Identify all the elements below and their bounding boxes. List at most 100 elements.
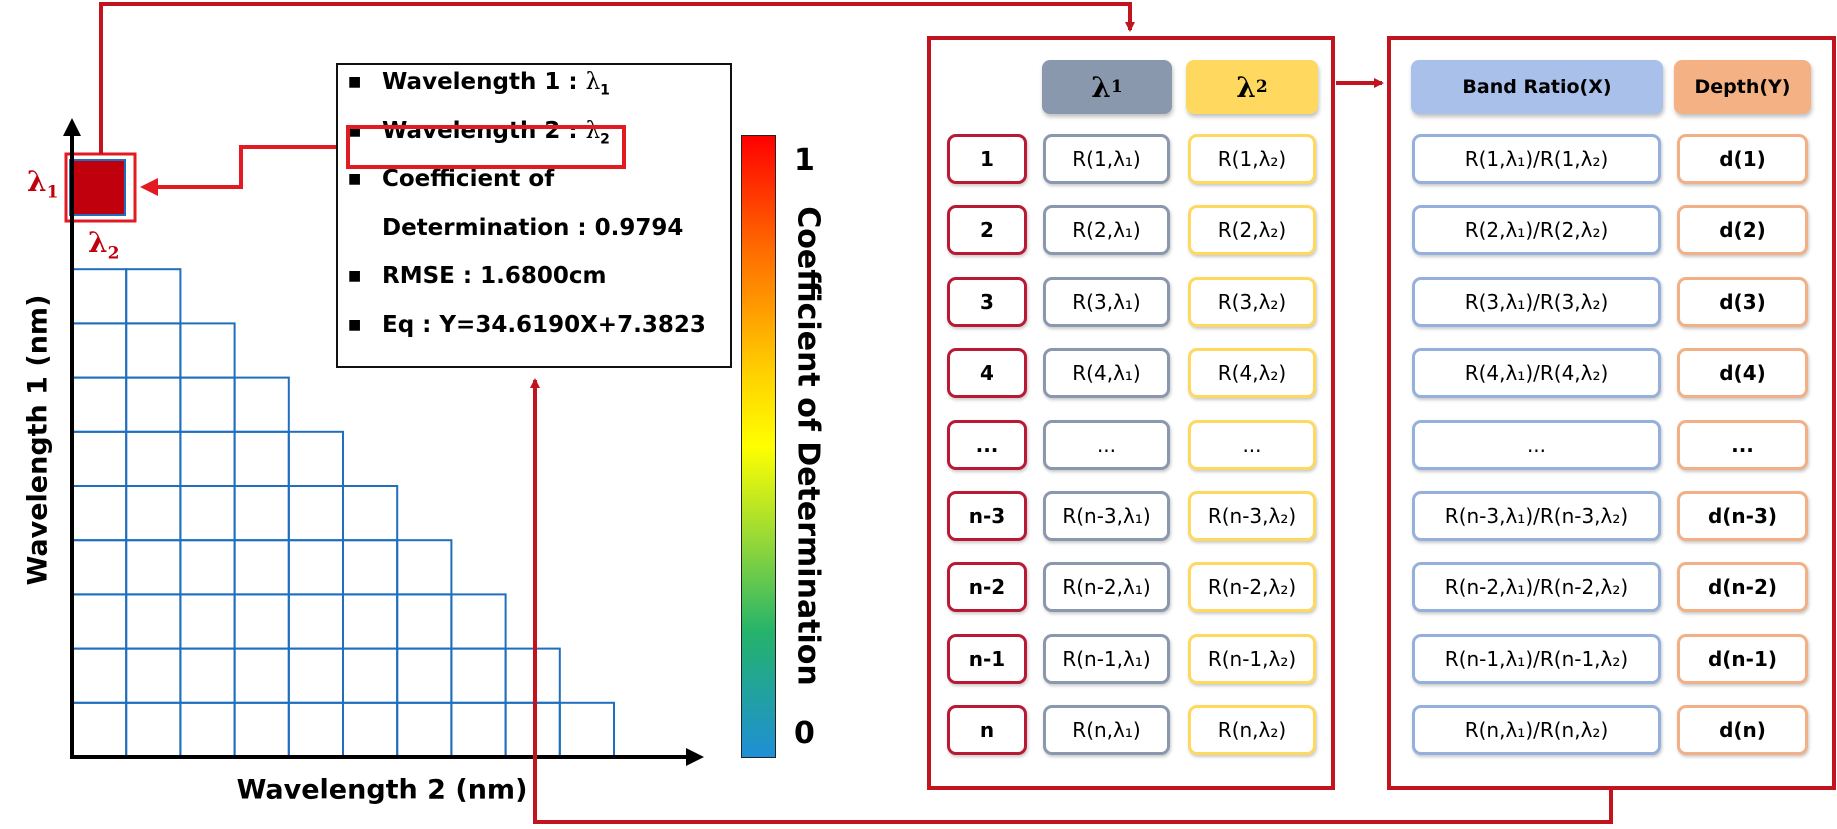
header-lambda2-symbol: λ: [1236, 70, 1256, 104]
reflectance-lambda2-cell: R(n-3,λ₂): [1188, 491, 1316, 541]
bullet-icon: ■: [348, 317, 362, 333]
info-line-text: Determination : 0.9794: [382, 215, 684, 241]
depth-cell: d(1): [1677, 134, 1808, 184]
depth-cell: d(n-1): [1677, 633, 1808, 684]
grid-cell: [125, 701, 182, 758]
grid-cell: [71, 485, 128, 542]
grid-cell: [179, 322, 236, 379]
grid-cell: [179, 376, 236, 433]
header-lambda1-symbol: λ: [1091, 70, 1111, 104]
info-line: ■ Wavelength 1 : λ1: [348, 69, 610, 99]
grid-cell: [125, 430, 182, 487]
grid-cell: [71, 376, 128, 433]
grid-cell: [450, 701, 507, 758]
grid-cell: [125, 647, 182, 704]
row-index-cell: n: [947, 705, 1027, 756]
row-index-cell: 1: [947, 134, 1027, 184]
grid-cell: [450, 593, 507, 650]
info-line: ■ Eq : Y=34.6190X+7.3823: [348, 312, 706, 338]
info-line-lambda: λ: [585, 118, 601, 144]
info-line-lambda-sub: 2: [600, 131, 610, 148]
reflectance-table-panel: [927, 36, 1335, 790]
reflectance-lambda2-cell: R(n-1,λ₂): [1188, 633, 1316, 684]
lambda1-marker-symbol: λ: [27, 165, 47, 198]
info-line-text: Wavelength 2 :: [382, 118, 586, 144]
wavelength2-highlight: [346, 125, 626, 169]
row-index-cell: n-1: [947, 633, 1027, 684]
reflectance-lambda2-cell: R(4,λ₂): [1188, 348, 1316, 399]
grid-cell: [287, 485, 344, 542]
grid-cell: [233, 647, 290, 704]
colorbar-min-label: 0: [794, 716, 815, 751]
grid-cell: [71, 593, 128, 650]
grid-cell: [287, 593, 344, 650]
lambda1-marker: λ1: [27, 165, 58, 203]
band-ratio-cell: R(4,λ₁)/R(4,λ₂): [1412, 348, 1661, 399]
reflectance-lambda1-cell: R(2,λ₁): [1043, 205, 1170, 256]
grid-cell: [71, 539, 128, 596]
row-index-cell: 4: [947, 348, 1027, 399]
grid-cell: [342, 593, 399, 650]
header-lambda1-sub: 1: [1110, 77, 1123, 97]
band-ratio-cell: R(2,λ₁)/R(2,λ₂): [1412, 205, 1661, 256]
reflectance-lambda1-cell: R(4,λ₁): [1043, 348, 1170, 399]
connector-top: [99, 2, 1135, 154]
info-line-lambda: λ: [585, 69, 601, 95]
header-depth: Depth(Y): [1674, 60, 1811, 114]
reflectance-lambda1-cell: ...: [1043, 419, 1170, 470]
colorbar: [741, 135, 776, 758]
grid-cell: [125, 539, 182, 596]
bullet-icon: ■: [348, 74, 362, 90]
reflectance-lambda1-cell: R(1,λ₁): [1043, 134, 1170, 184]
depth-cell: d(n-3): [1677, 491, 1808, 541]
grid-cell: [233, 485, 290, 542]
info-line-lambda-sub: 1: [600, 82, 610, 99]
row-index-cell: 2: [947, 205, 1027, 256]
grid-cell: [179, 701, 236, 758]
reflectance-lambda2-cell: R(1,λ₂): [1188, 134, 1316, 184]
grid-cell: [287, 430, 344, 487]
band-ratio-cell: R(n-2,λ₁)/R(n-2,λ₂): [1412, 562, 1661, 613]
grid-cell: [287, 539, 344, 596]
band-ratio-cell: ...: [1412, 419, 1661, 470]
band-ratio-cell: R(n-3,λ₁)/R(n-3,λ₂): [1412, 491, 1661, 541]
info-line: ■ Coefficient of: [348, 166, 554, 192]
depth-cell: d(2): [1677, 205, 1808, 256]
reflectance-lambda1-cell: R(n-3,λ₁): [1043, 491, 1170, 541]
grid-cell: [233, 539, 290, 596]
regression-table-panel: [1387, 36, 1836, 790]
reflectance-lambda2-cell: R(n,λ₂): [1188, 705, 1316, 756]
grid-cell: [342, 485, 399, 542]
row-index-cell: ...: [947, 419, 1027, 470]
info-line-text: Coefficient of: [382, 166, 555, 192]
grid-cell: [342, 701, 399, 758]
row-index-cell: 3: [947, 276, 1027, 327]
connector-info-to-cell: [140, 145, 346, 196]
reflectance-lambda2-cell: ...: [1188, 419, 1316, 470]
lambda2-marker-sub: 2: [107, 243, 120, 264]
colorbar-max-label: 1: [794, 143, 815, 178]
depth-cell: ...: [1677, 419, 1808, 470]
y-axis-label: Wavelength 1 (nm): [22, 294, 54, 586]
header-band-ratio: Band Ratio(X): [1411, 60, 1663, 114]
grid-cell: [558, 701, 615, 758]
grid-cell: [396, 701, 453, 758]
grid-cell: [179, 593, 236, 650]
grid-cell: [342, 539, 399, 596]
bullet-icon: ■: [348, 171, 362, 187]
connector-bottom: [530, 378, 1613, 824]
grid-cell: [342, 647, 399, 704]
x-axis-label: Wavelength 2 (nm): [236, 774, 528, 806]
grid-cell: [233, 701, 290, 758]
grid-cell: [71, 430, 128, 487]
grid-cell: [396, 593, 453, 650]
grid-cell: [71, 322, 128, 379]
grid-cell: [396, 647, 453, 704]
heatmap-grid: [71, 268, 615, 758]
info-line-text: Eq : Y=34.6190X+7.3823: [382, 312, 706, 338]
reflectance-lambda1-cell: R(3,λ₁): [1043, 276, 1170, 327]
grid-cell: [450, 647, 507, 704]
